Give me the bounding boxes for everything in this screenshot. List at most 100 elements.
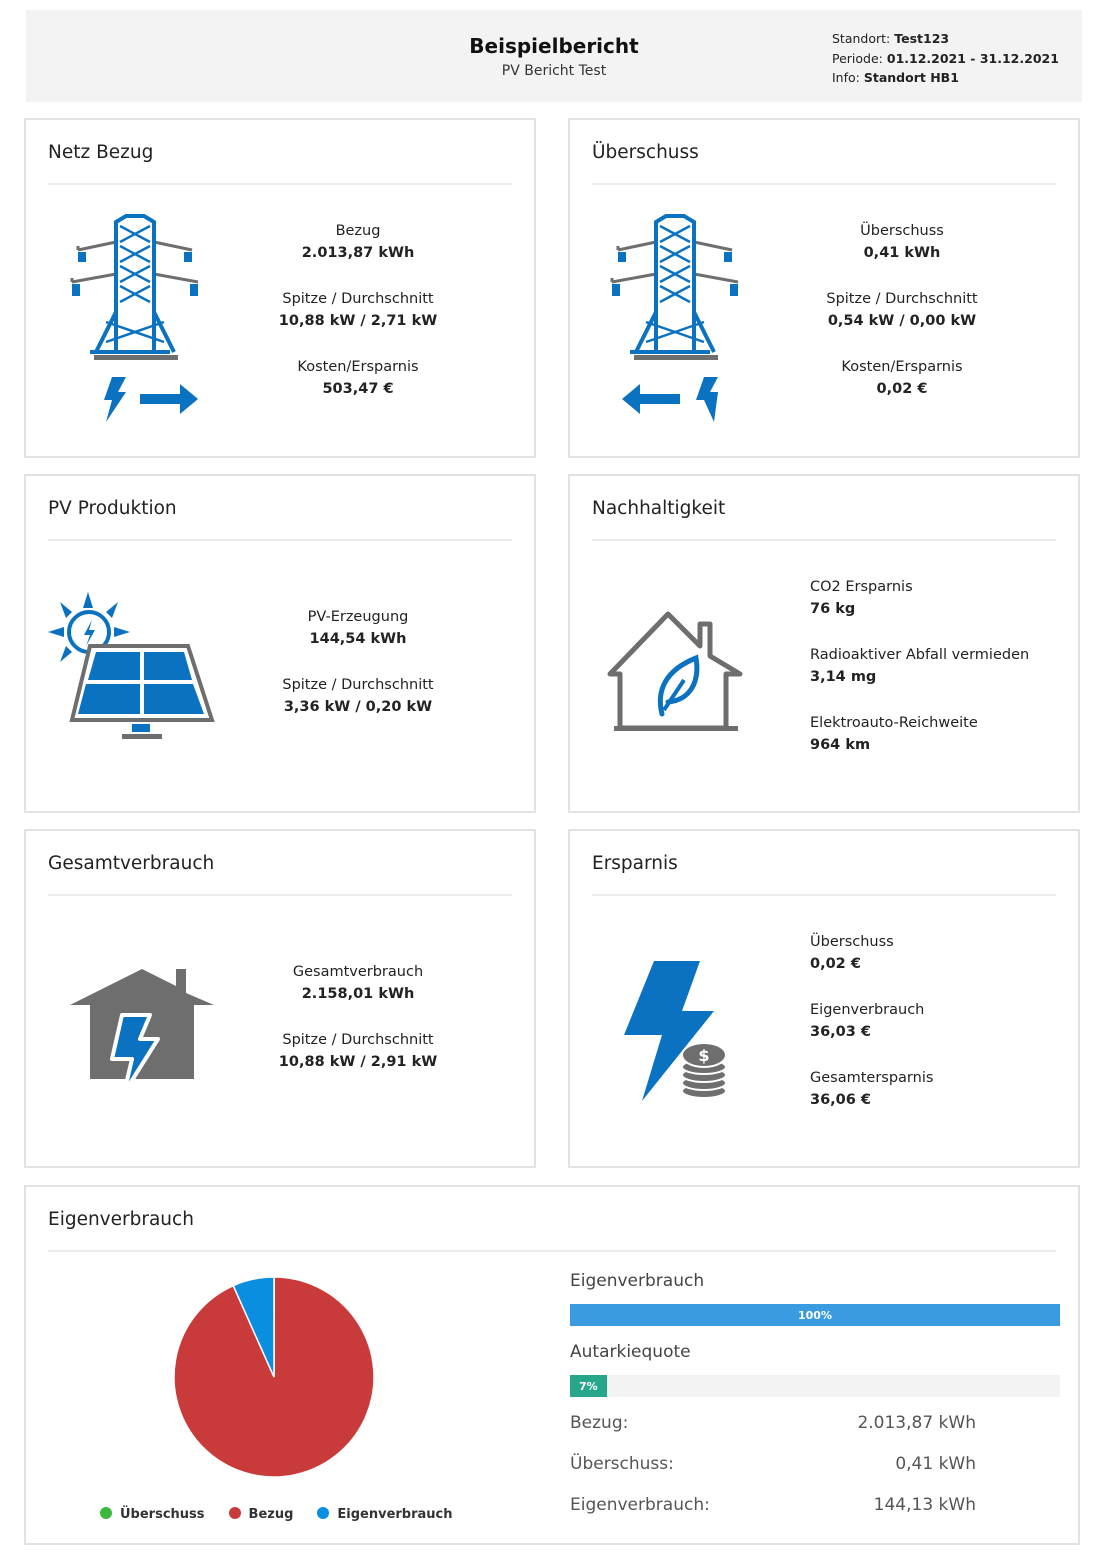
bar-label: Eigenverbrauch xyxy=(570,1271,705,1291)
meta-label: Periode: xyxy=(832,50,883,66)
card-title: PV Produktion xyxy=(48,498,177,519)
meta-label: Info: xyxy=(832,70,860,85)
row-label: Eigenverbrauch: xyxy=(570,1495,710,1515)
card-title: Ersparnis xyxy=(592,853,678,874)
stat-label: Radioaktiver Abfall vermieden xyxy=(810,647,1030,663)
lightning-coins-icon: $ xyxy=(624,961,727,1101)
card-title: Überschuss xyxy=(592,142,699,163)
legend-dot xyxy=(100,1507,112,1519)
bar-label: Autarkiequote xyxy=(570,1342,691,1362)
legend-label: Überschuss xyxy=(120,1507,205,1522)
divider xyxy=(48,1250,1056,1252)
stat-value: 2.013,87 kWh xyxy=(301,245,415,261)
meta-label: Standort: xyxy=(832,31,891,46)
row-label: Bezug: xyxy=(570,1413,629,1433)
power-pylon-import-icon xyxy=(70,214,199,422)
row-value: 0,41 kWh xyxy=(895,1454,976,1474)
divider xyxy=(48,894,512,896)
stat-label: Bezug xyxy=(335,223,381,239)
stats: Überschuss 0,41 kWh Spitze / Durchschnitt… xyxy=(772,220,1032,424)
divider xyxy=(592,894,1056,896)
stat-label: Kosten/Ersparnis xyxy=(841,359,963,375)
summary-row: Überschuss: 0,41 kWh xyxy=(570,1454,976,1474)
legend-label: Bezug xyxy=(248,1507,294,1522)
power-pylon-export-icon xyxy=(610,214,739,422)
card-ersparnis: Ersparnis $ Überschuss 0,02 € Eigenverbra… xyxy=(568,829,1080,1168)
stat-value: 0,54 kW / 0,00 kW xyxy=(827,313,977,329)
card-title: Nachhaltigkeit xyxy=(592,498,726,519)
divider xyxy=(48,183,512,185)
stat-value: 10,88 kW / 2,71 kW xyxy=(278,313,438,329)
row-value: 144,13 kWh xyxy=(873,1495,976,1515)
stats: Bezug 2.013,87 kWh Spitze / Durchschnitt 1… xyxy=(228,220,488,424)
report-meta: Standort: Test123 Periode: 01.12.2021 - … xyxy=(832,29,1059,88)
progress-bar-autarkiequote: 7% xyxy=(570,1375,1060,1397)
report-title: Beispielbericht xyxy=(469,34,639,58)
stat-value: 0,02 € xyxy=(876,381,928,397)
divider xyxy=(48,539,512,541)
stat-label: Überschuss xyxy=(810,934,894,950)
stat-value: 36,03 € xyxy=(810,1024,872,1040)
stat-value: 36,06 € xyxy=(810,1092,872,1108)
stat-value: 3,36 kW / 0,20 kW xyxy=(283,699,433,715)
card-title: Gesamtverbrauch xyxy=(48,853,215,874)
card-gesamtverbrauch: Gesamtverbrauch Gesamtverbrauch 2.158,01 … xyxy=(24,829,536,1168)
summary-row: Eigenverbrauch: 144,13 kWh xyxy=(570,1495,976,1515)
solar-panel-icon xyxy=(48,592,215,739)
stat-label: Spitze / Durchschnitt xyxy=(282,1032,434,1048)
stat-value: 2.158,01 kWh xyxy=(301,986,415,1002)
report-header: Beispielbericht PV Bericht Test Standort… xyxy=(26,10,1082,102)
stat-value: 0,41 kWh xyxy=(863,245,941,261)
progress-fill: 7% xyxy=(570,1375,607,1397)
legend-item[interactable]: Überschuss xyxy=(100,1507,205,1522)
stat-value: 3,14 mg xyxy=(810,669,877,685)
legend-item[interactable]: Eigenverbrauch xyxy=(317,1507,453,1522)
pie-slice-eigenverbrauch[interactable] xyxy=(232,1276,275,1378)
row-label: Überschuss: xyxy=(570,1454,674,1474)
card-netz-bezug: Netz Bezug Bezug 2.013,87 kWh Spitze / Du… xyxy=(24,118,536,458)
stats: CO2 Ersparnis 76 kg Radioaktiver Abfall v… xyxy=(810,576,1029,780)
progress-fill: 100% xyxy=(570,1304,1060,1326)
card-title: Netz Bezug xyxy=(48,142,154,163)
stat-label: Spitze / Durchschnitt xyxy=(282,291,434,307)
meta-value: Standort HB1 xyxy=(863,70,959,85)
stat-label: Elektroauto-Reichweite xyxy=(810,715,978,731)
stat-value: 0,02 € xyxy=(810,956,861,972)
stat-value: 76 kg xyxy=(810,601,856,617)
report-subtitle: PV Bericht Test xyxy=(501,63,607,79)
stat-value: 10,88 kW / 2,91 kW xyxy=(278,1054,438,1070)
row-value: 2.013,87 kWh xyxy=(857,1413,976,1433)
card-nachhaltigkeit: Nachhaltigkeit CO2 Ersparnis 76 kg Radioa… xyxy=(568,474,1080,813)
legend-label: Eigenverbrauch xyxy=(337,1507,453,1522)
stats: Gesamtverbrauch 2.158,01 kWh Spitze / Dur… xyxy=(228,961,488,1097)
stat-label: Gesamtersparnis xyxy=(810,1070,934,1086)
eco-house-icon xyxy=(607,611,743,731)
card-eigenverbrauch: Eigenverbrauch Überschuss Bezug Eigenver… xyxy=(24,1185,1080,1545)
stat-label: Überschuss xyxy=(860,223,944,239)
divider xyxy=(592,183,1056,185)
stat-value: 144,54 kWh xyxy=(309,631,407,647)
stat-label: Gesamtverbrauch xyxy=(292,964,424,980)
meta-value: Test123 xyxy=(894,31,950,46)
stat-value: 964 km xyxy=(810,737,871,753)
svg-text:$: $ xyxy=(698,1046,709,1065)
card-ueberschuss: Überschuss Überschuss 0,41 kWh Spitze / D… xyxy=(568,118,1080,458)
legend-item[interactable]: Bezug xyxy=(228,1507,294,1522)
house-lightning-icon xyxy=(70,969,214,1095)
stat-label: Spitze / Durchschnitt xyxy=(826,291,978,307)
stat-label: PV-Erzeugung xyxy=(307,609,409,625)
meta-value: 01.12.2021 - 31.12.2021 xyxy=(886,50,1059,66)
stat-label: Spitze / Durchschnitt xyxy=(282,677,434,693)
stat-label: Kosten/Ersparnis xyxy=(297,359,419,375)
summary-row: Bezug: 2.013,87 kWh xyxy=(570,1413,976,1433)
legend-dot xyxy=(228,1507,241,1519)
chart-legend: Überschuss Bezug Eigenverbrauch xyxy=(100,1507,453,1522)
stat-value: 503,47 € xyxy=(322,381,394,397)
divider xyxy=(592,539,1056,541)
progress-bar-eigenverbrauch: 100% xyxy=(570,1304,1060,1326)
legend-dot xyxy=(317,1507,330,1519)
stat-label: Eigenverbrauch xyxy=(810,1002,925,1018)
stats: Überschuss 0,02 € Eigenverbrauch 36,03 € G… xyxy=(810,931,933,1135)
card-pv-produktion: PV Produktion PV-Erzeugung 144,54 kWh Spi… xyxy=(24,474,536,813)
card-title: Eigenverbrauch xyxy=(48,1209,194,1230)
